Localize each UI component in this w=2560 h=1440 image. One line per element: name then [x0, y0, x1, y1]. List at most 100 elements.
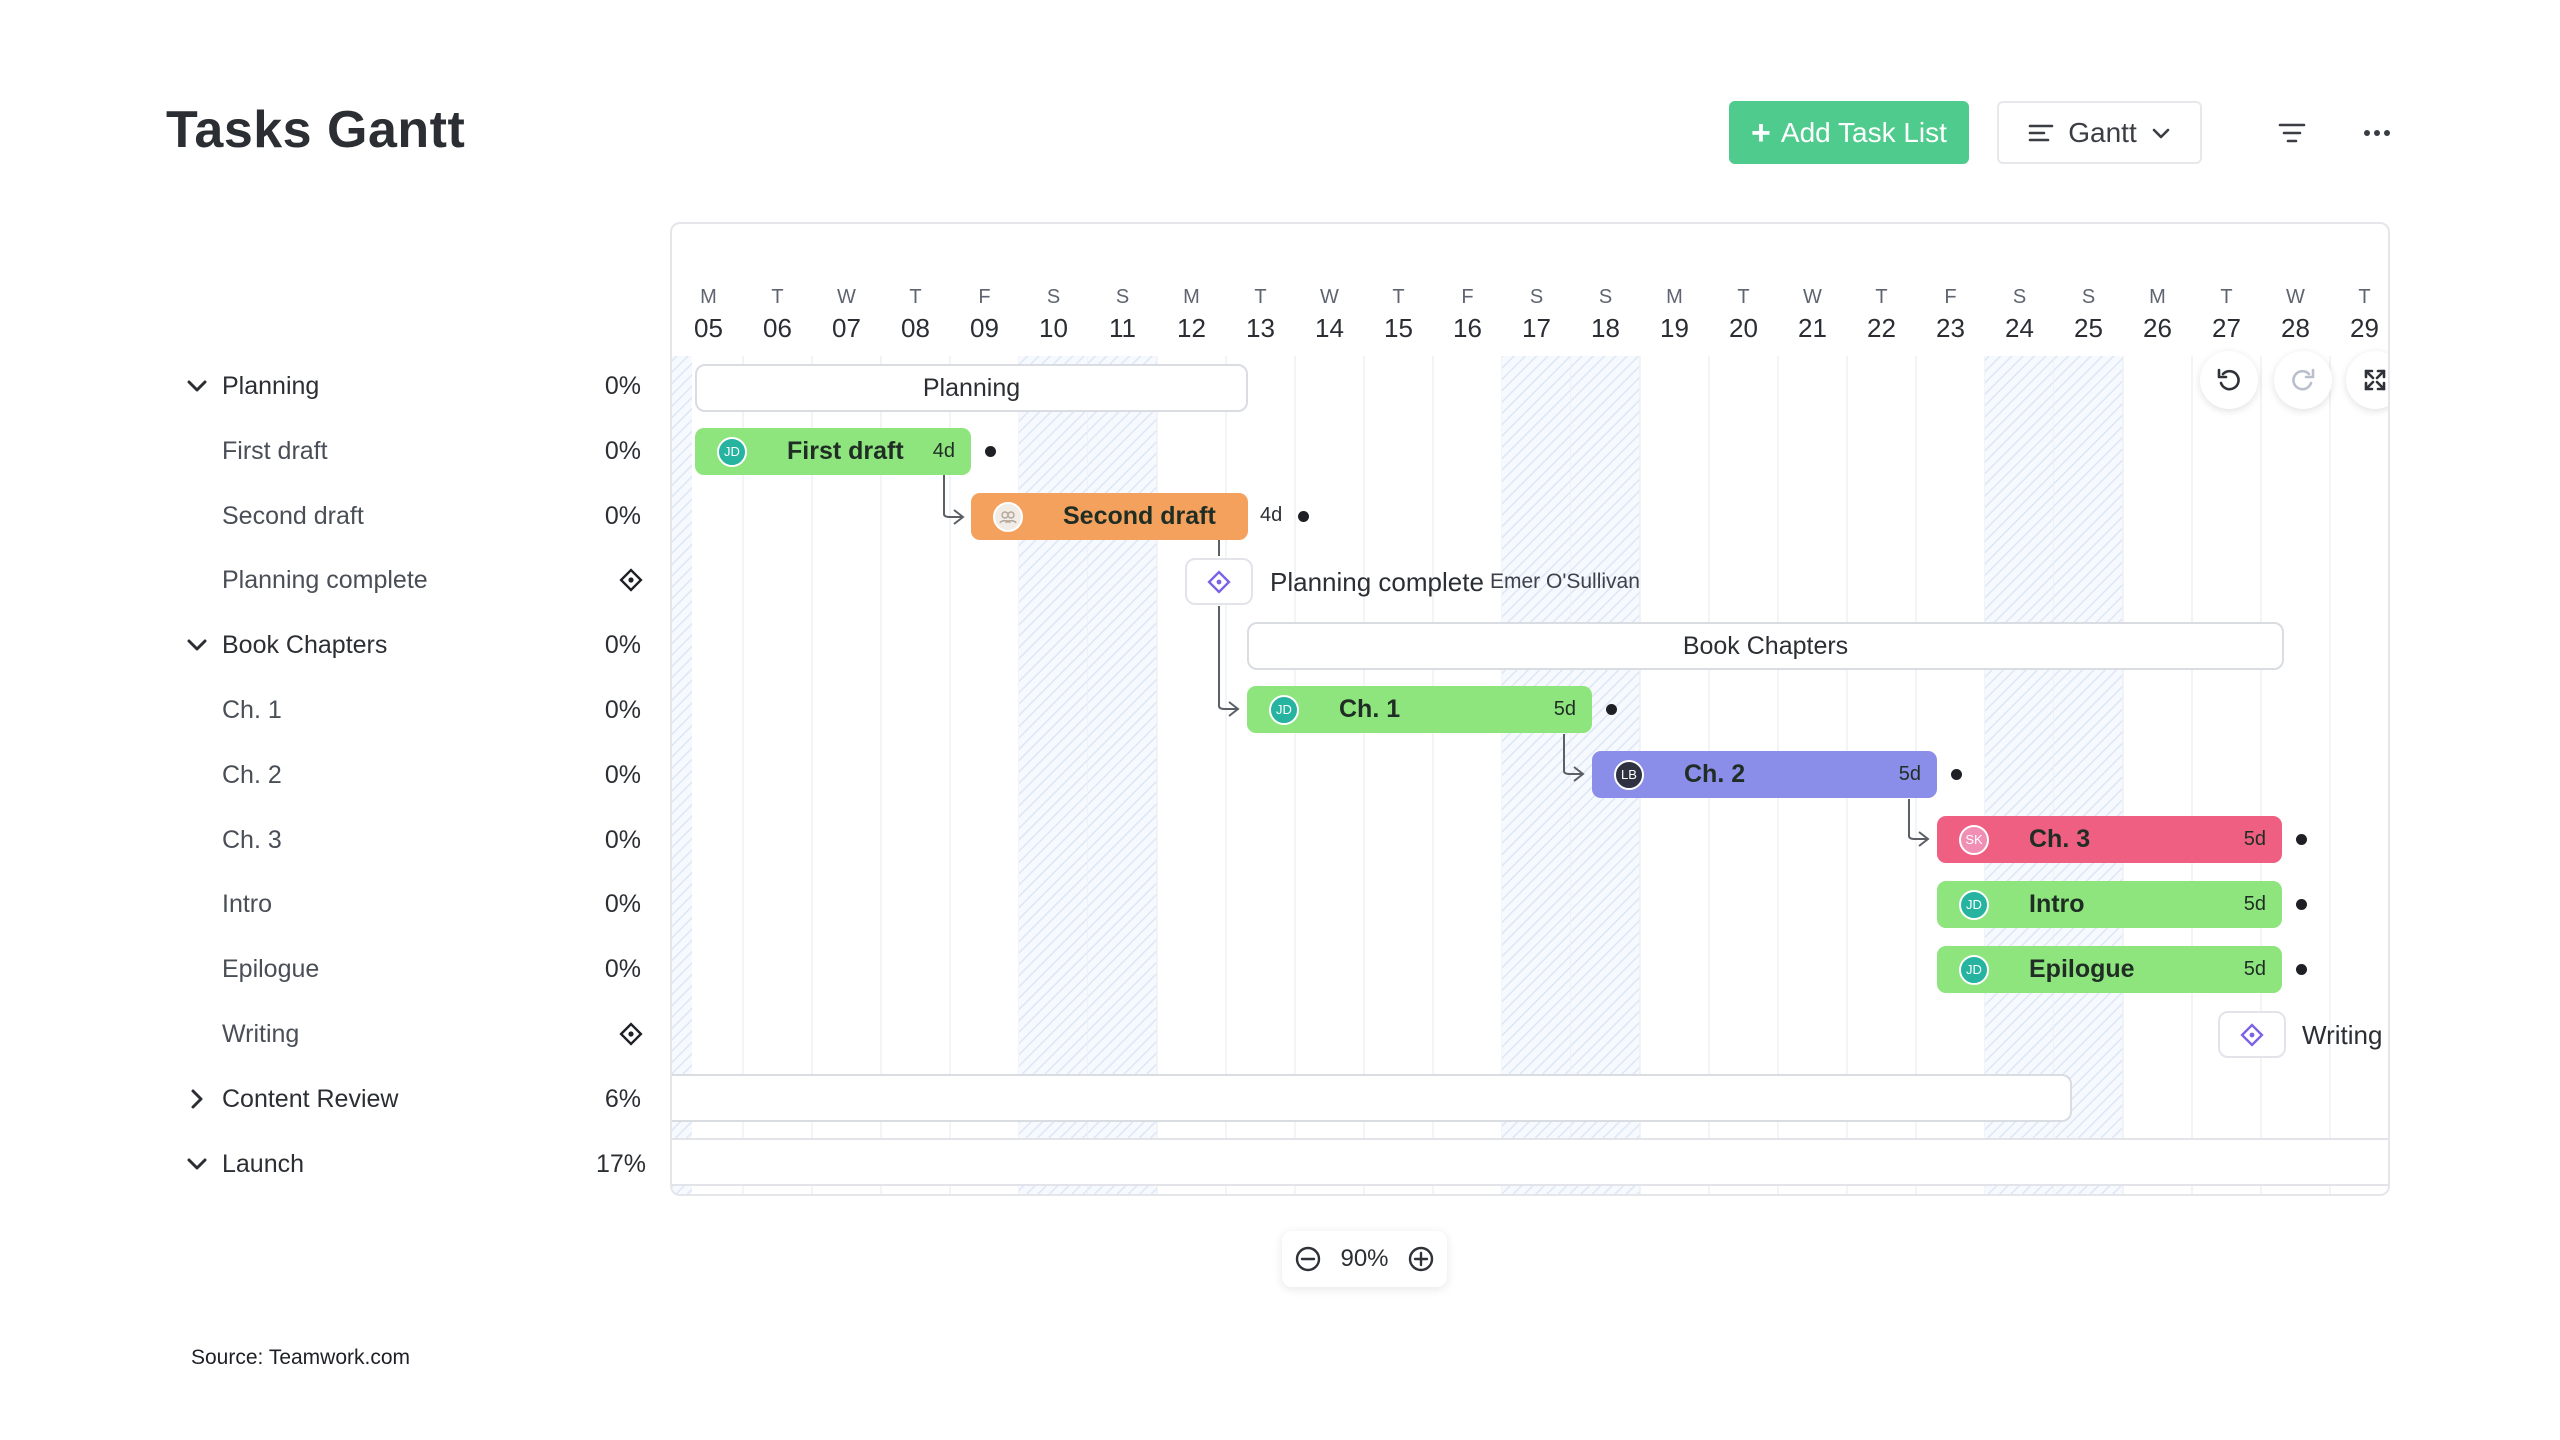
day-letter: T	[1392, 286, 1405, 308]
timeline-day: T 13	[1226, 224, 1295, 344]
tasklist-group-row[interactable]: Planning 0%	[0, 366, 660, 406]
day-letter: M	[2149, 286, 2166, 308]
task-bar-duration: 4d	[932, 440, 955, 462]
milestone-icon	[619, 1022, 643, 1046]
tasklist-task-row[interactable]: Second draft 0%	[0, 496, 660, 536]
view-select[interactable]: Gantt	[1997, 101, 2202, 164]
tasklist-progress: 0%	[604, 890, 641, 918]
task-bar-ch3[interactable]: SK Ch. 3 5d	[1937, 816, 2282, 863]
day-number: 27	[2212, 313, 2241, 343]
milestone-planning-complete[interactable]	[1185, 558, 1253, 605]
zoom-in-icon[interactable]	[1407, 1245, 1435, 1273]
task-bar-duration: 5d	[2243, 893, 2266, 915]
avatar: SK	[1959, 824, 1989, 855]
task-bar-duration: 5d	[1898, 763, 1921, 785]
tasklist-progress: 0%	[604, 631, 641, 659]
undo-button[interactable]	[2200, 351, 2258, 409]
day-number: 20	[1729, 313, 1758, 343]
dependency-handle[interactable]	[2296, 834, 2307, 845]
tasklist-progress: 0%	[604, 696, 641, 724]
avatar: JD	[1959, 954, 1989, 985]
weekend-column	[1985, 356, 2054, 1194]
tasklist-task-row[interactable]: Intro 0%	[0, 884, 660, 924]
gantt-chart: M 05 T 06 W 07 T 08 F 09 S 10 S 11 M 12 T 13 W 14 T 15 F 16 S 17 S…	[670, 222, 2390, 1196]
timeline-day: S 24	[1985, 224, 2054, 344]
dependency-handle[interactable]	[985, 446, 996, 457]
day-letter: W	[837, 286, 856, 308]
tasklist-label: Ch. 1	[222, 696, 282, 724]
group-bar-content-review[interactable]	[672, 1074, 2072, 1122]
fullscreen-button[interactable]	[2346, 351, 2388, 409]
undo-icon	[2217, 368, 2240, 391]
weekend-column	[1088, 356, 1157, 1194]
chevron-down-icon	[2152, 128, 2170, 138]
weekend-column	[2054, 356, 2123, 1194]
day-letter: W	[1320, 286, 1339, 308]
timeline-day: T 29	[2330, 224, 2388, 344]
task-bar-label: Intro	[2029, 890, 2085, 918]
task-bar-epilogue[interactable]: JD Epilogue 5d	[1937, 946, 2282, 993]
tasklist-task-row[interactable]: First draft 0%	[0, 431, 660, 471]
timeline-day: T 22	[1847, 224, 1916, 344]
milestone-icon	[619, 568, 643, 592]
filter-button[interactable]	[2260, 101, 2323, 164]
more-icon	[2363, 129, 2390, 136]
timeline-day: S 25	[2054, 224, 2123, 344]
tasklist-task-row[interactable]: Ch. 2 0%	[0, 755, 660, 795]
timeline-day: W 21	[1778, 224, 1847, 344]
dependency-handle[interactable]	[1298, 511, 1309, 522]
tasklist-label: Planning	[222, 372, 320, 400]
day-letter: F	[1944, 286, 1957, 308]
dependency-handle[interactable]	[1951, 769, 1962, 780]
day-letter: W	[1803, 286, 1822, 308]
day-number: 07	[832, 313, 861, 343]
day-number: 13	[1246, 313, 1275, 343]
source-caption: Source: Teamwork.com	[191, 1346, 411, 1369]
day-number: 16	[1453, 313, 1482, 343]
tasklist-label: Epilogue	[222, 955, 320, 983]
task-bar-intro[interactable]: JD Intro 5d	[1937, 881, 2282, 928]
weekend-column	[1019, 356, 1088, 1194]
milestone-writing[interactable]	[2218, 1011, 2286, 1058]
tasklist-milestone-row[interactable]: Planning complete	[0, 560, 660, 600]
tasklist-group-row[interactable]: Book Chapters 0%	[0, 625, 660, 665]
task-bar-duration: 5d	[1553, 698, 1576, 720]
expand-icon	[2364, 369, 2386, 391]
timeline-day: W 07	[812, 224, 881, 344]
dependency-handle[interactable]	[1606, 704, 1617, 715]
tasklist-task-row[interactable]: Ch. 3 0%	[0, 820, 660, 860]
weekend-column	[672, 356, 692, 1194]
task-bar-first-draft[interactable]: JD First draft 4d	[695, 428, 971, 475]
tasklist-label: Writing	[222, 1020, 300, 1048]
day-letter: S	[1115, 286, 1130, 308]
tasklist-progress: 0%	[604, 955, 641, 983]
tasklist-group-row[interactable]: Content Review 6%	[0, 1079, 660, 1119]
tasklist-label: First draft	[222, 437, 328, 465]
group-bar-label: Book Chapters	[1682, 631, 1849, 660]
group-bar-book-chapters[interactable]: Book Chapters	[1247, 622, 2284, 670]
task-bar-ch1[interactable]: JD Ch. 1 5d	[1247, 686, 1592, 733]
redo-button[interactable]	[2274, 351, 2332, 409]
tasklist-task-row[interactable]: Ch. 1 0%	[0, 690, 660, 730]
task-bar-second-draft[interactable]: Second draft	[971, 493, 1248, 540]
day-number: 14	[1315, 313, 1344, 343]
zoom-out-icon[interactable]	[1294, 1245, 1322, 1273]
tasklist-milestone-row[interactable]: Writing	[0, 1014, 660, 1054]
dependency-handle[interactable]	[2296, 964, 2307, 975]
more-options-button[interactable]	[2345, 101, 2408, 164]
group-bar-planning[interactable]: Planning	[695, 364, 1248, 412]
task-bar-ch2[interactable]: LB Ch. 2 5d	[1592, 751, 1937, 798]
tasklist-task-row[interactable]: Epilogue 0%	[0, 949, 660, 989]
tasklist-group-row[interactable]: Launch 17%	[0, 1144, 660, 1184]
chevron-right-icon[interactable]	[186, 1088, 208, 1110]
plus-icon: +	[1751, 113, 1771, 152]
chevron-down-icon[interactable]	[186, 1153, 208, 1175]
dependency-handle[interactable]	[2296, 899, 2307, 910]
milestone-icon	[2240, 1022, 2264, 1047]
chevron-down-icon[interactable]	[186, 375, 208, 397]
day-number: 28	[2281, 313, 2310, 343]
add-task-list-button[interactable]: + Add Task List	[1729, 101, 1969, 164]
day-number: 06	[763, 313, 792, 343]
group-bar-launch[interactable]	[672, 1138, 2388, 1186]
chevron-down-icon[interactable]	[186, 634, 208, 656]
